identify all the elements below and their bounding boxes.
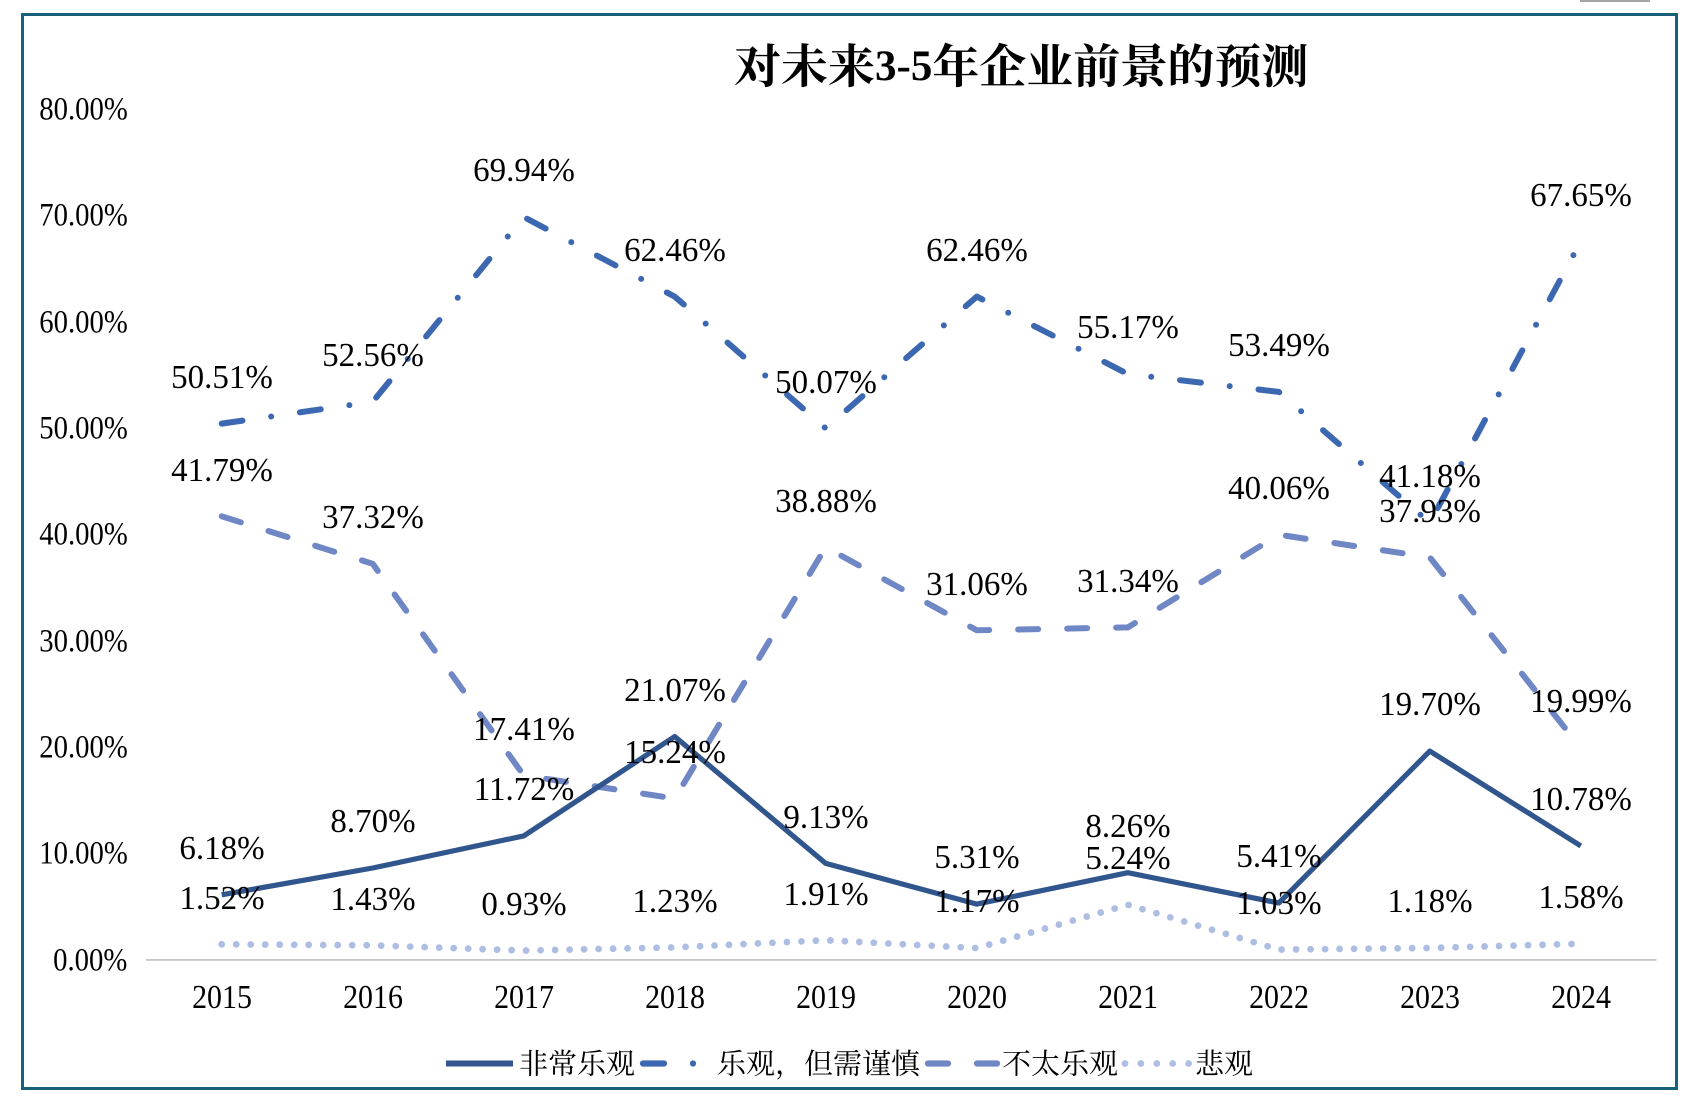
svg-text:3-5: 3-5 bbox=[875, 43, 932, 90]
